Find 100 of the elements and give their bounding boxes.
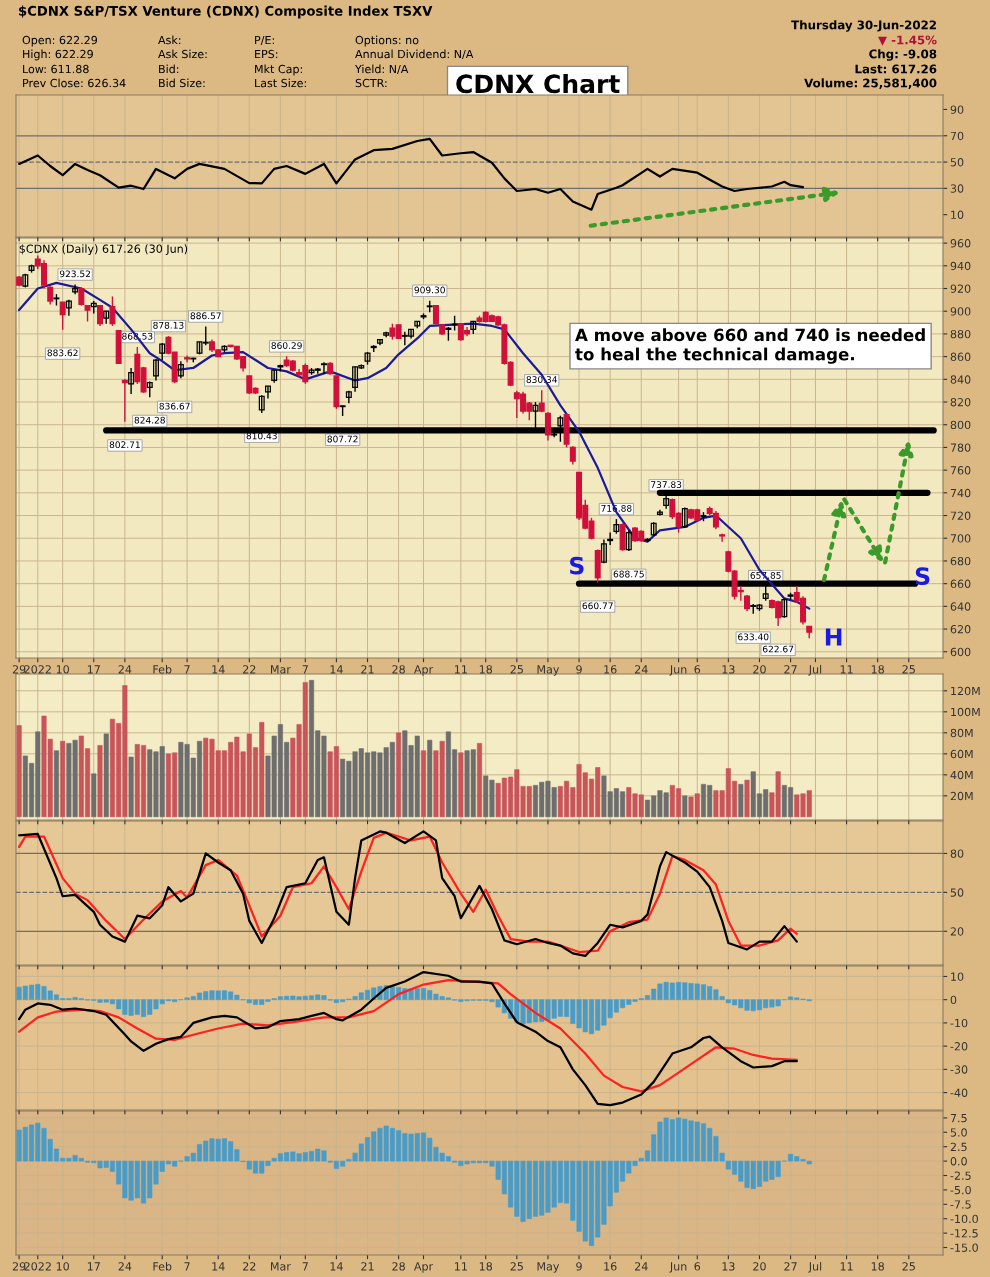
x-tick-label: May (537, 665, 560, 676)
y-tick-label: 100M (951, 707, 980, 717)
candlestick (781, 597, 788, 619)
text: 836.67 (159, 402, 190, 410)
x-tick-label: 17 (87, 1262, 100, 1271)
x-tick-label: 11 (454, 665, 467, 674)
x-tick-label: 24 (635, 1262, 648, 1271)
text: 909.30 (414, 286, 445, 294)
y-tick-label: -10.0 (950, 1214, 978, 1224)
y-tick-label: -7.5 (950, 1200, 971, 1209)
x-tick-label: 13 (722, 1262, 735, 1271)
x-tick-label: 7 (302, 665, 308, 674)
y-tick-label: -30 (950, 1065, 968, 1074)
x-tick-label: 10 (56, 1262, 69, 1271)
y-tick-label: 0 (950, 995, 957, 1005)
y-tick-label: 0.0 (950, 1157, 967, 1166)
x-tick-label: 29 (12, 665, 26, 674)
text: Bid Size: (159, 78, 205, 88)
x-tick-label: 6 (694, 1262, 701, 1271)
y-tick-label: 2.5 (950, 1142, 967, 1152)
x-tick-label: Apr (413, 665, 434, 676)
text: CDNX Chart (456, 73, 620, 94)
annotation: $CDNX (Daily) 617.26 (30 Jun) (19, 244, 188, 256)
x-tick-label: 25 (510, 1262, 523, 1271)
x-tick-label: 18 (871, 665, 884, 674)
bar (16, 725, 22, 818)
x-tick-label: Jun (669, 1262, 687, 1273)
x-tick-label: 17 (87, 665, 100, 674)
text: High: 622.29 (23, 49, 93, 61)
x-tick-label: 11 (840, 665, 853, 674)
y-tick-label: 760 (950, 466, 971, 475)
candlestick (78, 286, 85, 307)
y-tick-label: 20 (950, 927, 964, 936)
text: 622.67 (762, 645, 794, 653)
y-tick-label: 840 (950, 375, 971, 384)
bar (420, 750, 427, 818)
annotation: S (570, 556, 584, 575)
x-tick-label: Feb (153, 664, 172, 674)
text: 860.29 (271, 342, 302, 349)
bar (427, 739, 433, 818)
x-tick-label: 6 (694, 665, 701, 674)
x-tick-label: 10 (56, 665, 69, 674)
text: SCTR: (355, 78, 387, 88)
candlestick (719, 533, 726, 543)
y-tick-label: 20M (950, 791, 973, 801)
x-tick-label: 14 (212, 665, 225, 674)
y-tick-label: 820 (950, 398, 971, 407)
text: Prev Close: 626.34 (23, 78, 126, 88)
text: Bid: (159, 64, 179, 74)
text: P/E: (255, 35, 274, 46)
x-tick-label: 9 (576, 1262, 582, 1271)
x-tick-label: 28 (392, 665, 405, 674)
y-tick-label: -40 (950, 1088, 968, 1097)
x-tick-label: 11 (840, 1262, 853, 1271)
x-tick-label: 11 (454, 1262, 467, 1271)
candlestick (128, 367, 135, 395)
text: Ask Size: (158, 49, 207, 59)
y-tick-label: 860 (950, 352, 971, 361)
x-tick-label: 21 (361, 1262, 374, 1271)
y-tick-label: 50 (950, 888, 964, 897)
y-tick-label: 740 (950, 488, 971, 498)
text: 660.77 (582, 602, 613, 610)
text: Options: no (355, 35, 419, 47)
x-tick-label: 2022 (24, 1262, 51, 1271)
y-tick-label: 880 (950, 329, 971, 339)
chart-title: $CDNX S&P/TSX Venture (CDNX) Composite Index TSXV (19, 5, 433, 19)
x-tick-label: 7 (184, 665, 190, 674)
text: 824.28 (134, 416, 165, 424)
x-tick-label: May (537, 1262, 560, 1273)
annotation: A move above 660 and 740 is needed to heal the technical damage. (575, 328, 925, 364)
text: Low: 611.88 (23, 64, 89, 74)
x-tick-label: 16 (604, 1262, 617, 1271)
y-tick-label: 40M (950, 770, 973, 780)
candlestick (97, 304, 103, 327)
text: EPS: (255, 49, 278, 59)
candlestick (109, 295, 116, 327)
y-tick-label: 10 (951, 210, 964, 220)
x-tick-label: 2022 (24, 665, 51, 674)
y-tick-label: -12.5 (950, 1229, 978, 1238)
x-tick-label: 18 (871, 1262, 884, 1271)
y-tick-label: -15.0 (950, 1243, 978, 1252)
bar (476, 743, 483, 818)
text: Ask: (158, 35, 181, 45)
candlestick (177, 360, 184, 379)
y-tick-label: 5.0 (950, 1128, 967, 1137)
candlestick (625, 529, 632, 552)
y-tick-label: 780 (950, 443, 971, 452)
text: 878.13 (153, 321, 184, 329)
candlestick (432, 304, 439, 325)
x-tick-label: 22 (243, 665, 256, 674)
candlestick (47, 285, 54, 306)
x-tick-label: 25 (510, 665, 523, 674)
text: Mkt Cap: (255, 64, 302, 76)
candlestick (544, 411, 551, 442)
text: 883.62 (47, 349, 78, 357)
text: Thursday 30-Jun-2022 (791, 20, 936, 32)
x-tick-label: Apr (413, 1262, 434, 1273)
y-tick-label: 940 (950, 261, 971, 271)
text: 633.40 (738, 633, 769, 641)
line-series (18, 979, 798, 1093)
